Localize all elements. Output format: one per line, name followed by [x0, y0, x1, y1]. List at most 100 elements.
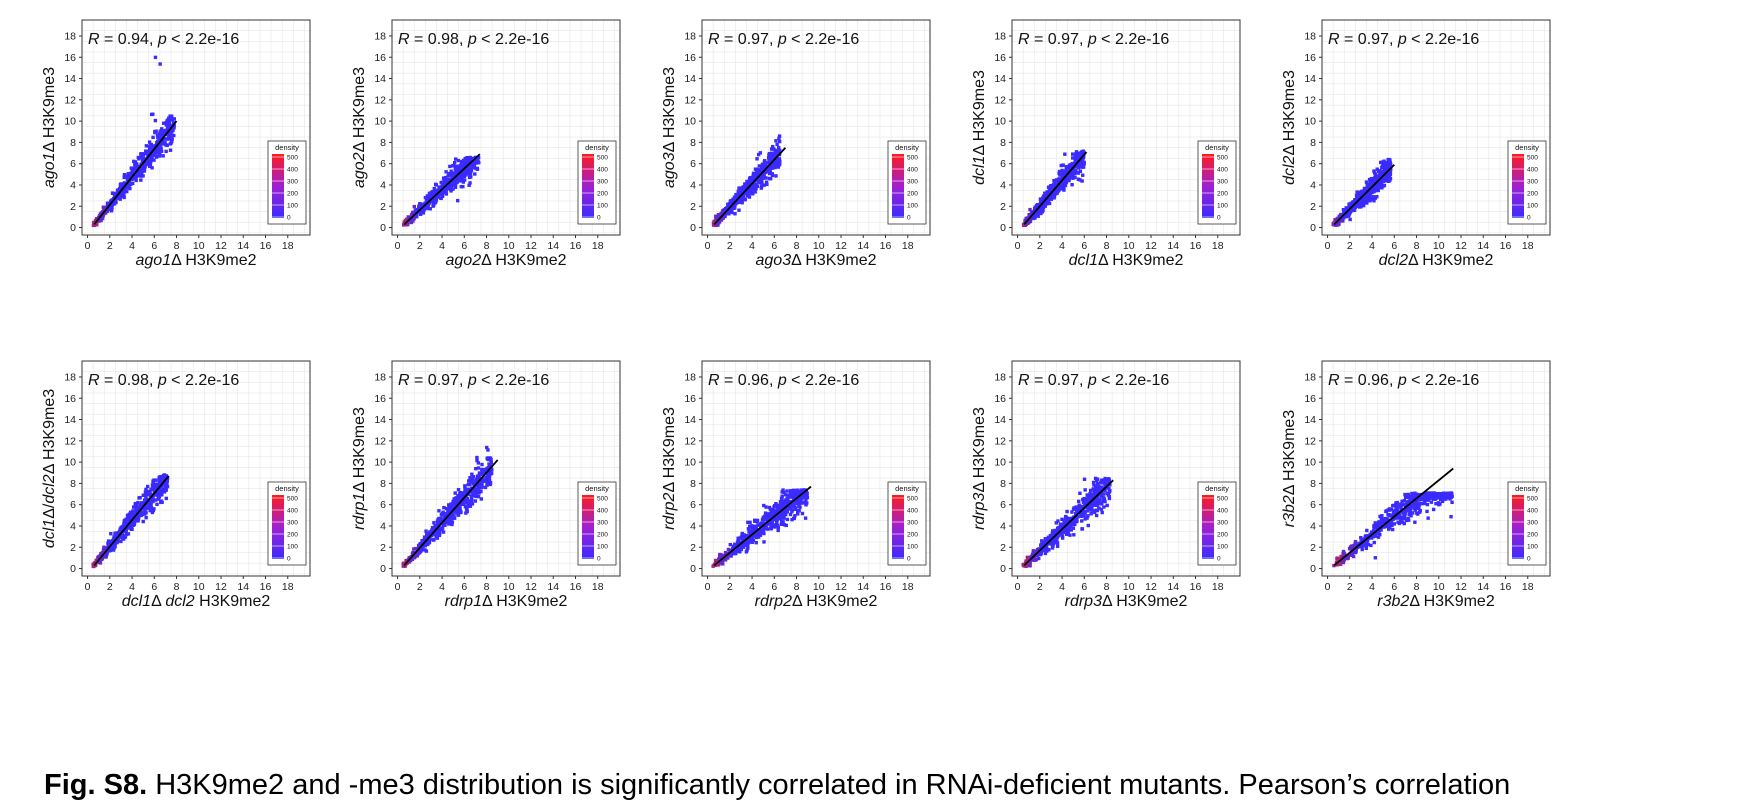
scatter-point [1073, 154, 1077, 158]
scatter-point [784, 523, 788, 528]
y-axis-label: ago1Δ H3K9me3 [41, 67, 58, 188]
panel-border [1321, 19, 1551, 236]
scatter-point [782, 516, 786, 520]
scatter-point [1057, 171, 1061, 176]
scatter-point [131, 505, 136, 509]
scatter-point [476, 494, 481, 499]
scatter-point [786, 506, 791, 510]
scatter-point [122, 193, 126, 197]
legend-colorbar [1202, 154, 1214, 218]
scatter-point [113, 542, 117, 546]
scatter-point [451, 178, 456, 183]
scatter-point [1047, 190, 1052, 194]
scatter-point [1368, 182, 1373, 186]
scatter-point [477, 475, 481, 479]
scatter-point [751, 173, 755, 178]
scatter-point [444, 506, 449, 511]
scatter-point [408, 558, 413, 563]
density-legend: density 500 400 300 200 100 0 [1507, 140, 1547, 225]
y-tick-label: 12 [684, 94, 696, 106]
scatter-point [444, 170, 448, 174]
scatter-point [771, 166, 775, 170]
scatter-point [751, 188, 756, 192]
scatter-point [430, 199, 435, 204]
scatter-point [459, 184, 463, 189]
x-tick-label: 12 [1455, 240, 1467, 252]
x-tick-label: 10 [503, 240, 515, 252]
y-tick-label: 6 [380, 499, 386, 511]
x-tick-label: 14 [1167, 240, 1179, 252]
scatter-point [1050, 188, 1054, 192]
scatter-point [1352, 200, 1356, 204]
y-tick-label: 8 [1000, 137, 1006, 149]
scatter-point [477, 473, 482, 477]
x-tick-label: 8 [174, 240, 180, 252]
scatter-point [114, 199, 118, 203]
scatter-point [452, 514, 456, 518]
panel-border [1011, 19, 1241, 236]
scatter-point [777, 139, 782, 144]
scatter-point [439, 190, 443, 194]
scatter-point [424, 529, 428, 533]
scatter-point [1052, 196, 1056, 200]
scatter-point [169, 135, 173, 140]
y-tick-label: 4 [380, 179, 386, 191]
scatter-point [776, 507, 781, 511]
scatter-point [1065, 165, 1070, 169]
scatter-point [751, 192, 755, 196]
scatter-point [1372, 187, 1376, 191]
scatter-point [146, 500, 150, 505]
y-axis-label: ago2Δ H3K9me3 [351, 67, 368, 188]
scatter-point [105, 552, 109, 556]
y-tick-label: 0 [690, 563, 696, 575]
scatter-point [741, 537, 745, 541]
scatter-point [731, 199, 736, 204]
scatter-point [753, 524, 758, 528]
scatter-point [138, 495, 142, 500]
scatter-point [774, 153, 778, 157]
scatter-point [1361, 203, 1366, 208]
y-tick-label: 4 [70, 520, 76, 532]
scatter-point [1368, 193, 1372, 198]
y-tick-label: 12 [374, 435, 386, 447]
scatter-point [1364, 199, 1369, 203]
scatter-point [1076, 170, 1080, 175]
scatter-point [428, 197, 432, 201]
scatter-point [124, 521, 129, 525]
scatter-point [485, 483, 489, 487]
scatter-point [798, 491, 802, 495]
scatter-point [122, 175, 126, 180]
scatter-point [452, 160, 457, 165]
scatter-point [447, 172, 451, 176]
scatter-point [747, 195, 752, 199]
x-tick-label: 18 [592, 581, 604, 593]
scatter-point [791, 496, 796, 501]
scatter-point [434, 199, 438, 204]
scatter-point [160, 500, 164, 504]
scatter-point [1081, 149, 1085, 153]
scatter-point [170, 126, 174, 131]
x-tick-label: 2 [107, 581, 113, 593]
scatter-point [486, 448, 490, 452]
scatter-point [451, 187, 455, 191]
scatter-point [165, 143, 169, 147]
scatter-point [154, 141, 159, 145]
y-axis-label: dcl1Δ H3K9me3 [971, 70, 988, 185]
y-tick-label: 16 [1304, 52, 1316, 64]
scatter-point [151, 508, 156, 513]
scatter-point [790, 508, 795, 512]
scatter-point [96, 555, 101, 559]
scatter-point [163, 485, 167, 489]
scatter-point [458, 498, 462, 503]
scatter-point [743, 191, 747, 195]
scatter-point [1060, 168, 1064, 173]
x-tick-label: 18 [902, 581, 914, 593]
scatter-point [790, 504, 795, 508]
scatter-point [479, 471, 483, 476]
y-tick-label: 0 [690, 222, 696, 234]
scatter-point [467, 499, 471, 503]
scatter-point [448, 164, 452, 169]
scatter-point [122, 534, 127, 538]
y-tick-label: 8 [380, 478, 386, 490]
x-tick-label: 8 [1104, 240, 1110, 252]
